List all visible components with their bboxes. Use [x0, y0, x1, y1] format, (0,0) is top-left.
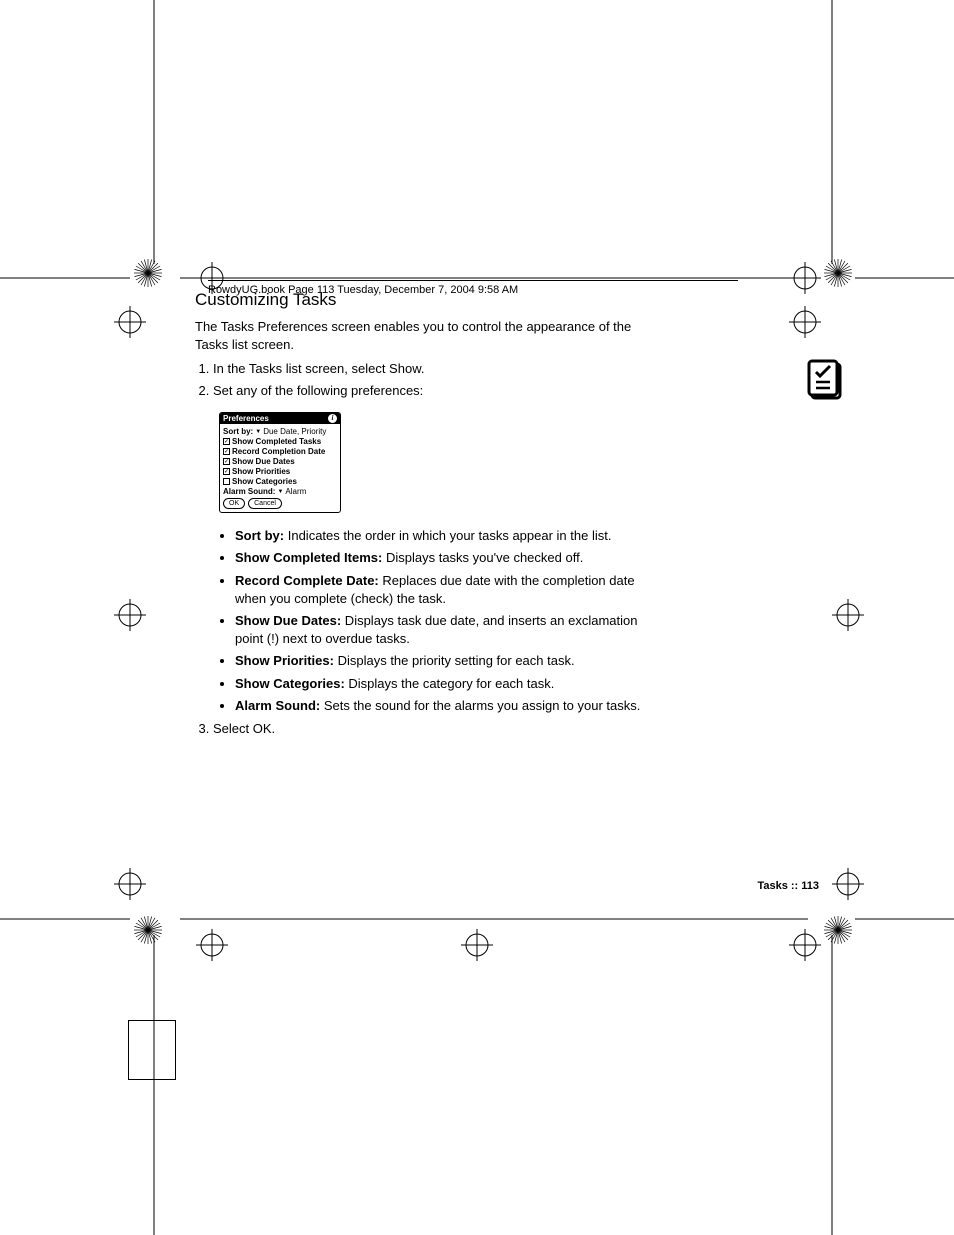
- prefs-item-label: Show Priorities: [232, 467, 290, 476]
- intro-text: The Tasks Preferences screen enables you…: [195, 318, 650, 353]
- sortby-label: Sort by:: [223, 427, 253, 436]
- step-2: Set any of the following preferences:: [213, 381, 650, 401]
- prefs-item-label: Show Categories: [232, 477, 297, 486]
- prefs-item-1: ✓Record Completion Date: [223, 447, 337, 456]
- bullet-desc: Indicates the order in which your tasks …: [284, 528, 611, 543]
- bullet-term: Show Due Dates:: [235, 613, 341, 628]
- bullet-term: Alarm Sound:: [235, 698, 320, 713]
- preferences-dialog: Preferences i Sort by: ▼ Due Date, Prior…: [219, 412, 341, 513]
- tasks-chapter-icon: [806, 358, 846, 407]
- info-icon[interactable]: i: [328, 414, 337, 423]
- prefs-item-0: ✓Show Completed Tasks: [223, 437, 337, 446]
- dropdown-icon[interactable]: ▼: [277, 489, 283, 495]
- content-area: Customizing Tasks The Tasks Preferences …: [130, 230, 830, 930]
- checkbox[interactable]: [223, 478, 230, 485]
- bullet-item: Show Completed Items: Displays tasks you…: [235, 549, 650, 567]
- step-3: Select OK.: [213, 719, 650, 739]
- bullet-desc: Sets the sound for the alarms you assign…: [320, 698, 640, 713]
- prefs-item-label: Show Due Dates: [232, 457, 295, 466]
- bullet-item: Record Complete Date: Replaces due date …: [235, 572, 650, 608]
- checkbox[interactable]: ✓: [223, 448, 230, 455]
- bullet-item: Alarm Sound: Sets the sound for the alar…: [235, 697, 650, 715]
- page-footer: Tasks :: 113: [757, 880, 819, 892]
- dropdown-icon[interactable]: ▼: [255, 429, 261, 435]
- bullet-term: Show Categories:: [235, 676, 345, 691]
- prefs-item-label: Record Completion Date: [232, 447, 325, 456]
- bullet-item: Show Due Dates: Displays task due date, …: [235, 612, 650, 648]
- prefs-sortby-row: Sort by: ▼ Due Date, Priority: [223, 427, 337, 436]
- bullet-desc: Displays the priority setting for each t…: [334, 653, 575, 668]
- bullet-item: Show Priorities: Displays the priority s…: [235, 652, 650, 670]
- alarm-label: Alarm Sound:: [223, 487, 275, 496]
- ok-button[interactable]: OK: [223, 498, 245, 509]
- section-title: Customizing Tasks: [195, 290, 650, 310]
- corner-box: [128, 1020, 176, 1080]
- checkbox[interactable]: ✓: [223, 438, 230, 445]
- step-1: In the Tasks list screen, select Show.: [213, 359, 650, 379]
- prefs-title: Preferences: [223, 414, 269, 423]
- bullet-term: Show Completed Items:: [235, 550, 382, 565]
- checkbox[interactable]: ✓: [223, 458, 230, 465]
- prefs-item-3: ✓Show Priorities: [223, 467, 337, 476]
- bullet-item: Sort by: Indicates the order in which yo…: [235, 527, 650, 545]
- prefs-item-4: Show Categories: [223, 477, 337, 486]
- steps-list: In the Tasks list screen, select Show. S…: [195, 359, 650, 400]
- checkbox[interactable]: ✓: [223, 468, 230, 475]
- bullet-term: Record Complete Date:: [235, 573, 379, 588]
- bullet-desc: Displays the category for each task.: [345, 676, 555, 691]
- bullet-desc: Displays tasks you've checked off.: [382, 550, 583, 565]
- footer-text: Tasks :: 113: [757, 880, 819, 892]
- prefs-item-label: Show Completed Tasks: [232, 437, 321, 446]
- options-list: Sort by: Indicates the order in which yo…: [195, 527, 650, 715]
- prefs-alarm-row: Alarm Sound: ▼ Alarm: [223, 487, 337, 496]
- prefs-item-2: ✓Show Due Dates: [223, 457, 337, 466]
- bullet-term: Sort by:: [235, 528, 284, 543]
- bullet-item: Show Categories: Displays the category f…: [235, 675, 650, 693]
- cancel-button[interactable]: Cancel: [248, 498, 282, 509]
- bullet-term: Show Priorities:: [235, 653, 334, 668]
- sortby-value: Due Date, Priority: [263, 427, 326, 436]
- prefs-titlebar: Preferences i: [220, 413, 340, 424]
- alarm-value: Alarm: [285, 487, 306, 496]
- steps-list-cont: Select OK.: [195, 719, 650, 739]
